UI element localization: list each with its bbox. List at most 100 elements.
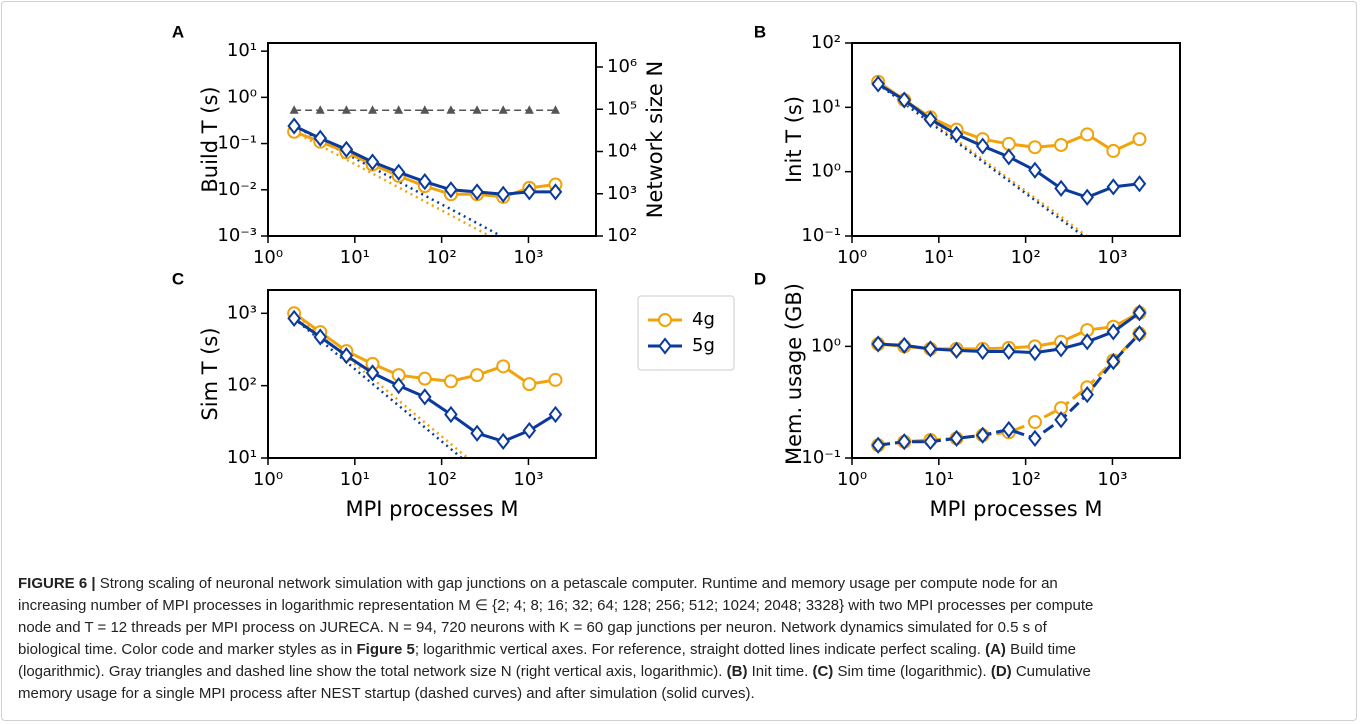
y2-tick-label: 10³ xyxy=(607,183,637,204)
y-tick-label: 10¹ xyxy=(227,40,257,61)
marker xyxy=(871,75,885,93)
caption-text: (B) xyxy=(726,663,748,680)
marker xyxy=(417,371,432,386)
caption-text: ; logarithmic vertical axes. For referen… xyxy=(414,641,986,658)
x-tick-label: 10¹ xyxy=(340,469,370,490)
x-tick-label: 10² xyxy=(1011,469,1041,490)
marker xyxy=(313,328,328,346)
marker xyxy=(923,110,938,128)
y-tick-label: 10⁰ xyxy=(227,86,257,107)
y-tick-label: 10¹ xyxy=(811,96,841,117)
x-tick-label: 10³ xyxy=(513,247,543,268)
caption-text: node and T = 12 threads per MPI process … xyxy=(18,619,1047,636)
caption-line: FIGURE 6 | Strong scaling of neuronal ne… xyxy=(18,573,1093,595)
plot-frame xyxy=(267,42,597,237)
caption: FIGURE 6 | Strong scaling of neuronal ne… xyxy=(18,573,1093,705)
panel-label: B xyxy=(754,22,766,41)
marker xyxy=(420,105,430,114)
marker xyxy=(368,105,378,114)
marker xyxy=(923,340,938,358)
marker xyxy=(313,129,328,147)
y-axis-label: Build T (s) xyxy=(198,86,222,192)
marker xyxy=(1080,385,1094,404)
plot-area xyxy=(287,105,563,236)
x-tick-label: 10¹ xyxy=(924,247,954,268)
y-tick-label: 10² xyxy=(227,375,257,396)
marker xyxy=(1132,325,1147,343)
marker xyxy=(1106,178,1121,196)
marker xyxy=(522,377,537,392)
marker xyxy=(365,153,380,171)
marker xyxy=(339,347,354,365)
panel-label: D xyxy=(754,269,766,288)
marker xyxy=(975,137,990,155)
marker xyxy=(315,105,325,114)
marker xyxy=(548,405,563,424)
legend-label: 5g xyxy=(692,335,715,356)
x-tick-label: 10⁰ xyxy=(253,469,283,490)
plot-frame xyxy=(851,289,1181,459)
series-line xyxy=(877,83,1086,236)
panel-label: C xyxy=(172,269,184,288)
marker xyxy=(418,173,432,191)
marker xyxy=(949,125,964,143)
plot-frame xyxy=(267,289,597,459)
x-tick-label: 10² xyxy=(427,247,457,268)
marker xyxy=(1028,343,1042,362)
marker xyxy=(975,342,990,361)
plot-area xyxy=(871,74,1147,236)
y-tick-label: 10⁻¹ xyxy=(801,447,841,468)
y-tick-label: 10⁻³ xyxy=(217,225,257,246)
caption-line: (logarithmic). Gray triangles and dashed… xyxy=(18,661,1093,683)
x-axis-label: MPI processes M xyxy=(345,497,518,521)
legend-box xyxy=(637,295,735,371)
marker xyxy=(394,105,404,114)
caption-text: (D) xyxy=(990,663,1012,680)
marker xyxy=(1001,136,1016,151)
marker xyxy=(1054,137,1069,152)
marker xyxy=(1106,323,1121,341)
marker xyxy=(391,377,406,395)
marker xyxy=(391,163,406,181)
y2-tick-label: 10⁵ xyxy=(607,98,637,119)
marker xyxy=(287,309,301,328)
marker xyxy=(418,388,432,406)
marker xyxy=(1080,127,1095,142)
marker xyxy=(496,359,511,374)
marker xyxy=(287,117,301,135)
marker xyxy=(365,364,380,382)
x-tick-label: 10¹ xyxy=(924,469,954,490)
marker xyxy=(1080,188,1094,206)
marker xyxy=(496,432,510,450)
x-tick-label: 10³ xyxy=(1097,469,1127,490)
marker xyxy=(1002,420,1016,439)
marker xyxy=(289,105,299,114)
marker xyxy=(443,374,458,389)
caption-text: memory usage for a single MPI process af… xyxy=(18,685,755,702)
marker xyxy=(1002,148,1016,166)
marker xyxy=(522,183,537,201)
caption-text: increasing number of MPI processes in lo… xyxy=(18,597,1094,614)
caption-text: biological time. Color code and marker s… xyxy=(18,641,357,658)
caption-line: increasing number of MPI processes in lo… xyxy=(18,595,1093,617)
marker xyxy=(1132,132,1147,147)
caption-text: Cumulative xyxy=(1011,663,1091,680)
marker xyxy=(1054,179,1068,197)
marker xyxy=(1028,161,1042,179)
plot-area xyxy=(871,304,1147,454)
marker xyxy=(522,421,537,440)
figure: 10⁰ 10¹ 10² 10³10⁻³10⁻²10⁻¹10⁰10¹10²10³10⁴1… xyxy=(172,22,1181,521)
x-tick-label: 10³ xyxy=(513,469,543,490)
marker xyxy=(548,372,563,387)
marker xyxy=(1106,143,1121,158)
caption-text: Strong scaling of neuronal network simul… xyxy=(95,575,1058,592)
y-axis-label: Sim T (s) xyxy=(198,327,222,420)
y-axis-label: Mem. usage (GB) xyxy=(782,283,806,465)
marker xyxy=(444,405,458,424)
x-tick-label: 10² xyxy=(1011,247,1041,268)
y-tick-label: 10⁻¹ xyxy=(801,225,841,246)
series-line xyxy=(293,130,493,236)
marker xyxy=(524,105,534,114)
marker xyxy=(949,341,964,360)
